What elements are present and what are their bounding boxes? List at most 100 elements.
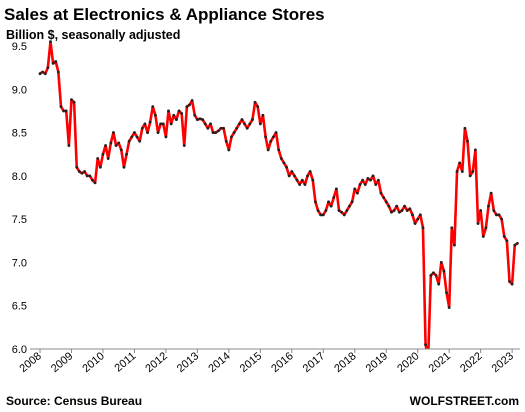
data-point: [133, 131, 136, 134]
data-point: [282, 161, 286, 165]
data-point: [161, 122, 165, 126]
data-point: [479, 209, 483, 212]
data-point: [49, 40, 52, 44]
data-point: [489, 191, 493, 195]
data-point: [460, 170, 464, 173]
data-point: [303, 183, 307, 186]
data-point: [450, 226, 454, 230]
data-point: [366, 177, 370, 180]
data-point: [434, 274, 438, 277]
data-point: [237, 122, 241, 126]
data-point: [224, 139, 228, 143]
x-tick-label: 2012: [143, 350, 169, 375]
data-point: [408, 207, 412, 211]
plot-area: [38, 40, 519, 359]
y-tick-label: 6.5: [12, 301, 27, 313]
data-point: [164, 135, 168, 139]
data-point: [172, 113, 176, 117]
data-point: [418, 213, 422, 217]
data-point: [453, 243, 456, 247]
data-point: [135, 135, 139, 139]
data-point: [177, 109, 181, 113]
data-point: [174, 118, 178, 121]
x-tick-label: 2009: [49, 350, 75, 375]
data-point: [476, 222, 480, 225]
data-point: [327, 200, 330, 204]
data-point: [245, 126, 249, 130]
data-point: [492, 209, 496, 212]
data-point: [432, 271, 435, 275]
data-point: [285, 165, 288, 169]
data-point: [206, 126, 210, 130]
data-point: [70, 98, 73, 102]
data-point: [361, 178, 365, 182]
data-point: [88, 174, 92, 178]
data-point: [182, 144, 186, 147]
data-point: [487, 204, 490, 208]
data-point: [83, 170, 87, 173]
data-point: [382, 196, 386, 199]
data-point: [180, 112, 184, 115]
y-tick-label: 9.0: [12, 84, 27, 96]
data-point: [230, 135, 233, 139]
x-tick-label: 2019: [364, 350, 390, 375]
data-point: [125, 152, 128, 156]
data-point: [119, 148, 123, 152]
data-point: [321, 213, 325, 217]
data-point: [201, 118, 205, 121]
data-point: [293, 174, 296, 178]
data-point: [253, 100, 257, 104]
data-point: [447, 306, 451, 309]
credit: WOLFSTREET.com: [410, 394, 519, 408]
data-point: [264, 135, 267, 139]
data-point: [138, 139, 142, 143]
y-tick-label: 8.5: [12, 128, 27, 140]
data-point: [219, 126, 223, 130]
data-point: [209, 122, 212, 126]
data-point: [240, 118, 244, 121]
data-point: [248, 122, 252, 126]
data-point: [235, 126, 239, 130]
data-point: [287, 174, 291, 178]
data-point: [442, 269, 446, 273]
data-point: [392, 209, 396, 212]
data-point: [211, 131, 215, 134]
data-point: [154, 113, 157, 117]
data-point: [109, 141, 113, 145]
data-point: [227, 148, 231, 152]
data-point: [106, 157, 110, 160]
data-point: [484, 226, 488, 230]
data-point: [497, 213, 501, 217]
data-point: [324, 209, 328, 212]
data-point: [345, 209, 349, 212]
x-tick-label: 2021: [427, 350, 453, 375]
data-point: [148, 120, 152, 124]
data-point: [515, 241, 519, 245]
data-point: [188, 103, 191, 107]
data-point: [256, 105, 260, 108]
x-tick-label: 2010: [80, 350, 106, 375]
data-point: [143, 122, 147, 126]
x-tick-label: 2023: [490, 350, 516, 375]
data-point: [376, 178, 380, 182]
data-point: [75, 165, 79, 169]
data-point: [500, 217, 504, 221]
y-tick-label: 7.0: [12, 257, 27, 269]
data-point: [43, 72, 47, 76]
data-point: [243, 122, 246, 126]
data-point: [112, 131, 115, 134]
data-point: [279, 157, 283, 160]
data-point: [203, 122, 207, 126]
data-point: [93, 181, 97, 185]
data-point: [471, 170, 475, 173]
x-tick-label: 2022: [458, 350, 484, 375]
data-point: [427, 356, 430, 359]
data-point: [214, 131, 218, 134]
data-point: [258, 122, 262, 126]
data-point: [277, 148, 281, 152]
data-point: [59, 105, 63, 108]
data-point: [91, 178, 94, 182]
data-point: [85, 174, 89, 178]
data-point: [146, 131, 149, 134]
data-point: [269, 139, 273, 143]
